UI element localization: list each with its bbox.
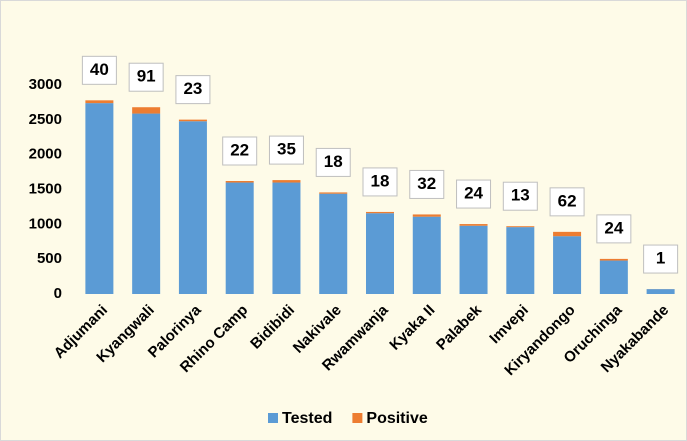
data-label: 1 (656, 249, 665, 268)
data-label: 32 (417, 174, 436, 193)
y-tick-label: 1500 (29, 180, 62, 197)
data-label-box (596, 214, 632, 244)
bar-segment (599, 260, 628, 294)
bar-segment (553, 231, 582, 237)
data-label-box (362, 167, 398, 197)
bar-segment (366, 213, 394, 294)
bar-segment (319, 192, 348, 194)
data-label-box (222, 136, 258, 166)
bar-segment (225, 182, 254, 294)
data-label-box (502, 181, 538, 211)
data-label: 62 (558, 191, 577, 210)
data-label: 18 (324, 152, 343, 171)
bar-segment (272, 182, 301, 294)
bar-segment (178, 121, 207, 294)
data-label-box (175, 75, 211, 105)
y-tick-label: 500 (37, 250, 62, 267)
data-label-box (81, 55, 117, 85)
data-label: 24 (464, 184, 483, 203)
y-tick-label: 3000 (29, 76, 62, 93)
bar-segment (599, 258, 628, 261)
legend-label: Tested (282, 410, 332, 427)
data-label: 40 (90, 60, 109, 79)
data-label: 18 (371, 171, 390, 190)
bar-segment (506, 226, 535, 228)
bar-segment (459, 224, 488, 226)
bar-segment (85, 100, 114, 104)
data-label: 23 (183, 79, 202, 98)
bar-segment (225, 181, 254, 183)
bar-segment (553, 236, 582, 294)
data-label-box (128, 62, 164, 92)
data-label: 24 (604, 218, 623, 237)
legend-swatch (268, 413, 278, 423)
bar-segment (412, 216, 441, 294)
bar-segment (506, 227, 535, 294)
data-label-box (549, 187, 585, 217)
data-label-box (643, 244, 679, 274)
data-label: 13 (511, 186, 530, 205)
bar-segment (646, 289, 675, 294)
data-label-box (409, 169, 445, 199)
legend-swatch (352, 413, 363, 423)
bar-segment (132, 113, 161, 295)
data-label-box (268, 135, 304, 165)
y-tick-label: 2000 (29, 146, 62, 163)
data-label-box (315, 147, 351, 177)
bar-segment (319, 193, 348, 294)
bar-segment (132, 107, 161, 114)
bar-segment (272, 180, 301, 183)
y-tick-label: 1000 (29, 215, 62, 232)
data-label: 35 (277, 140, 296, 159)
data-label-box (456, 179, 492, 209)
data-label: 91 (137, 67, 156, 86)
y-tick-label: 0 (54, 285, 62, 302)
bar-segment (459, 225, 488, 294)
bar-segment (412, 214, 441, 217)
bar-segment (178, 119, 207, 122)
y-tick-label: 2500 (29, 111, 62, 128)
bar-segment (366, 211, 394, 214)
legend-label: Positive (366, 410, 427, 427)
data-label: 22 (230, 140, 249, 159)
bar-segment (85, 103, 114, 294)
